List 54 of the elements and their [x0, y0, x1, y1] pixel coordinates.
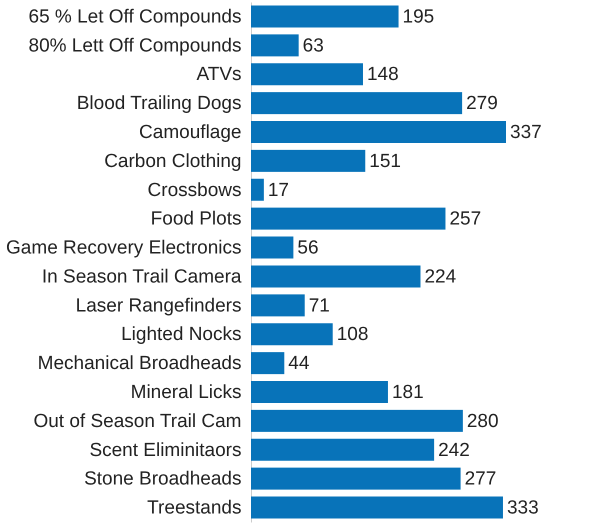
data-label: 148: [366, 64, 399, 86]
data-label: 151: [369, 150, 401, 172]
bar: [251, 410, 463, 432]
y-tick-label: 65 % Let Off Compounds: [28, 6, 242, 28]
y-tick-label: Blood Trailing Dogs: [76, 93, 242, 114]
bar: [251, 92, 462, 114]
bar: [251, 438, 434, 461]
y-tick-label: Food Plots: [150, 208, 242, 230]
y-tick-label: Stone Broadheads: [84, 468, 242, 490]
bar: [251, 34, 299, 56]
data-label: 242: [438, 440, 470, 461]
y-tick-label: Crossbows: [148, 180, 242, 201]
y-tick-label: Camouflage: [139, 122, 242, 143]
y-tick-label: Mineral Licks: [130, 382, 242, 403]
y-tick-label: Carbon Clothing: [104, 150, 242, 172]
bar: [251, 63, 363, 86]
y-tick-label: Lighted Nocks: [121, 324, 242, 346]
y-tick-label: Scent Eliminitaors: [89, 440, 242, 461]
data-label: 44: [288, 353, 310, 374]
y-tick-label: ATVs: [196, 64, 242, 86]
bar: [251, 265, 420, 288]
data-label: 108: [336, 324, 368, 346]
data-label: 17: [268, 180, 290, 201]
bar: [251, 150, 366, 172]
y-tick-label: Game Recovery Electronics: [6, 238, 242, 259]
data-label: 257: [449, 208, 482, 230]
bar: [251, 381, 388, 403]
data-label: 181: [392, 382, 424, 403]
bar: [251, 294, 305, 316]
bar: [251, 121, 506, 143]
data-label: 224: [424, 266, 457, 288]
y-tick-label: Treestands: [147, 498, 242, 519]
data-label: 71: [308, 295, 330, 316]
y-tick-label: 80% Lett Off Compounds: [28, 35, 242, 56]
bar: [251, 208, 446, 230]
bar: [251, 236, 294, 259]
data-label: 337: [510, 122, 542, 143]
y-tick-label: Out of Season Trail Cam: [33, 410, 242, 432]
bar: [251, 352, 284, 374]
bar: [251, 5, 399, 28]
bar: [251, 178, 264, 201]
data-label: 56: [297, 238, 319, 259]
data-label: 280: [466, 410, 499, 432]
y-tick-label: Mechanical Broadheads: [38, 353, 242, 374]
bar: [251, 323, 333, 346]
bar: [251, 468, 461, 490]
data-label: 277: [464, 468, 496, 490]
data-label: 63: [302, 35, 324, 56]
y-tick-label: In Season Trail Camera: [42, 266, 242, 288]
data-label: 279: [466, 93, 498, 114]
bar: [251, 496, 503, 519]
y-tick-label: Laser Rangefinders: [76, 295, 242, 316]
data-label: 333: [506, 498, 539, 519]
data-label: 195: [402, 6, 434, 28]
